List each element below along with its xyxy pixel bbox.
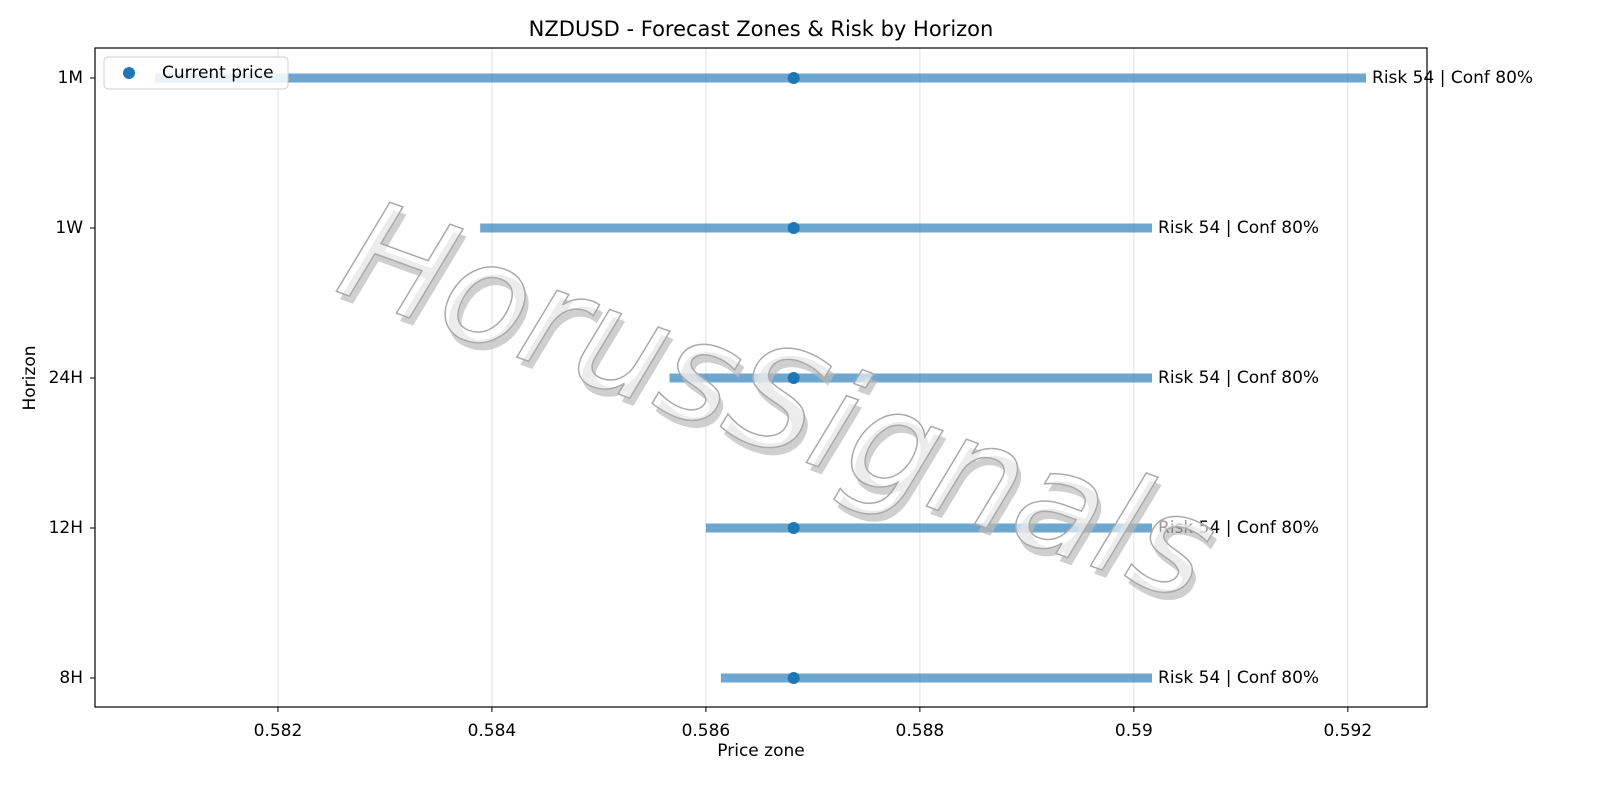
current-price-dot [787, 222, 800, 234]
y-tick-label: 24H [49, 368, 83, 388]
grid: 0.582 0.584 0.586 0.588 0.59 0.592 8H 12H 24H 1W 1… [49, 48, 1372, 741]
y-tick-label: 8H [59, 668, 83, 688]
legend: Current price [103, 56, 289, 90]
legend-box [103, 56, 289, 90]
y-axis-label: Horizon [20, 346, 40, 411]
current-price-dot [787, 672, 800, 684]
legend-label: Current price [162, 63, 274, 83]
plot-frame [94, 47, 1428, 708]
watermark-group: HorusSignals HorusSignals [320, 168, 1238, 642]
current-price-dot [787, 372, 800, 384]
x-tick-label: 0.59 [1115, 721, 1153, 741]
x-tick-label: 0.586 [682, 721, 731, 741]
x-tick-label: 0.582 [254, 721, 303, 741]
x-tick-label: 0.584 [468, 721, 517, 741]
y-tick-label: 1W [55, 218, 83, 238]
zone-label: Risk 54 | Conf 80% [1158, 368, 1319, 388]
legend-marker [123, 67, 135, 79]
y-tick-label: 1M [58, 68, 83, 88]
chart-title: NZDUSD - Forecast Zones & Risk by Horizo… [529, 17, 994, 41]
x-tick-label: 0.592 [1323, 721, 1372, 741]
zone-label: Risk 54 | Conf 80% [1158, 218, 1319, 238]
current-price-dot [787, 522, 800, 534]
zone-label: Risk 54 | Conf 80% [1158, 668, 1319, 688]
zone-label: Risk 54 | Conf 80% [1158, 518, 1319, 538]
current-price-dot [787, 72, 800, 84]
zone-label: Risk 54 | Conf 80% [1372, 68, 1533, 88]
x-tick-label: 0.588 [896, 721, 945, 741]
x-axis-label: Price zone [717, 741, 804, 761]
marks: Risk 54 | Conf 80% Risk 54 | Conf 80% Risk… [154, 68, 1533, 688]
watermark: HorusSignals [321, 169, 1235, 635]
y-tick-label: 12H [49, 518, 83, 538]
